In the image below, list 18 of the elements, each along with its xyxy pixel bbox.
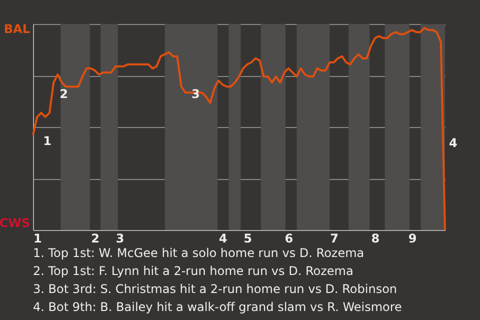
x-tick-label: 9 — [408, 232, 417, 246]
text: 2. Top 1st: F. Lynn hit a 2-run home run vs D. Rozema — [33, 264, 354, 278]
x-tick-label: 4 — [218, 232, 228, 246]
annotation: 2 — [60, 86, 68, 101]
text: 1. Top 1st: W. McGee hit a solo home run vs D. Rozema — [33, 246, 364, 260]
text: 4 — [449, 136, 458, 150]
x-tick-label: 6 — [284, 232, 294, 246]
x-tick-label: 2 — [91, 232, 100, 246]
x-tick-label: 5 — [244, 232, 252, 246]
text: BAL — [4, 22, 30, 36]
text: CWS — [0, 216, 30, 230]
text: 4. Bot 9th: B. Bailey hit a walk-off grand slam vs R. Weismore — [33, 300, 402, 314]
x-tick-label: 7 — [330, 232, 338, 246]
x-tick-label: 8 — [371, 232, 380, 246]
x-tick-label: 3 — [116, 232, 124, 246]
annotation: 1 — [43, 134, 52, 148]
x-tick-label: 1 — [34, 232, 42, 246]
text: 3. Bot 3rd: S. Christmas hit a 2-run home run vs D. Robinson — [33, 282, 398, 296]
